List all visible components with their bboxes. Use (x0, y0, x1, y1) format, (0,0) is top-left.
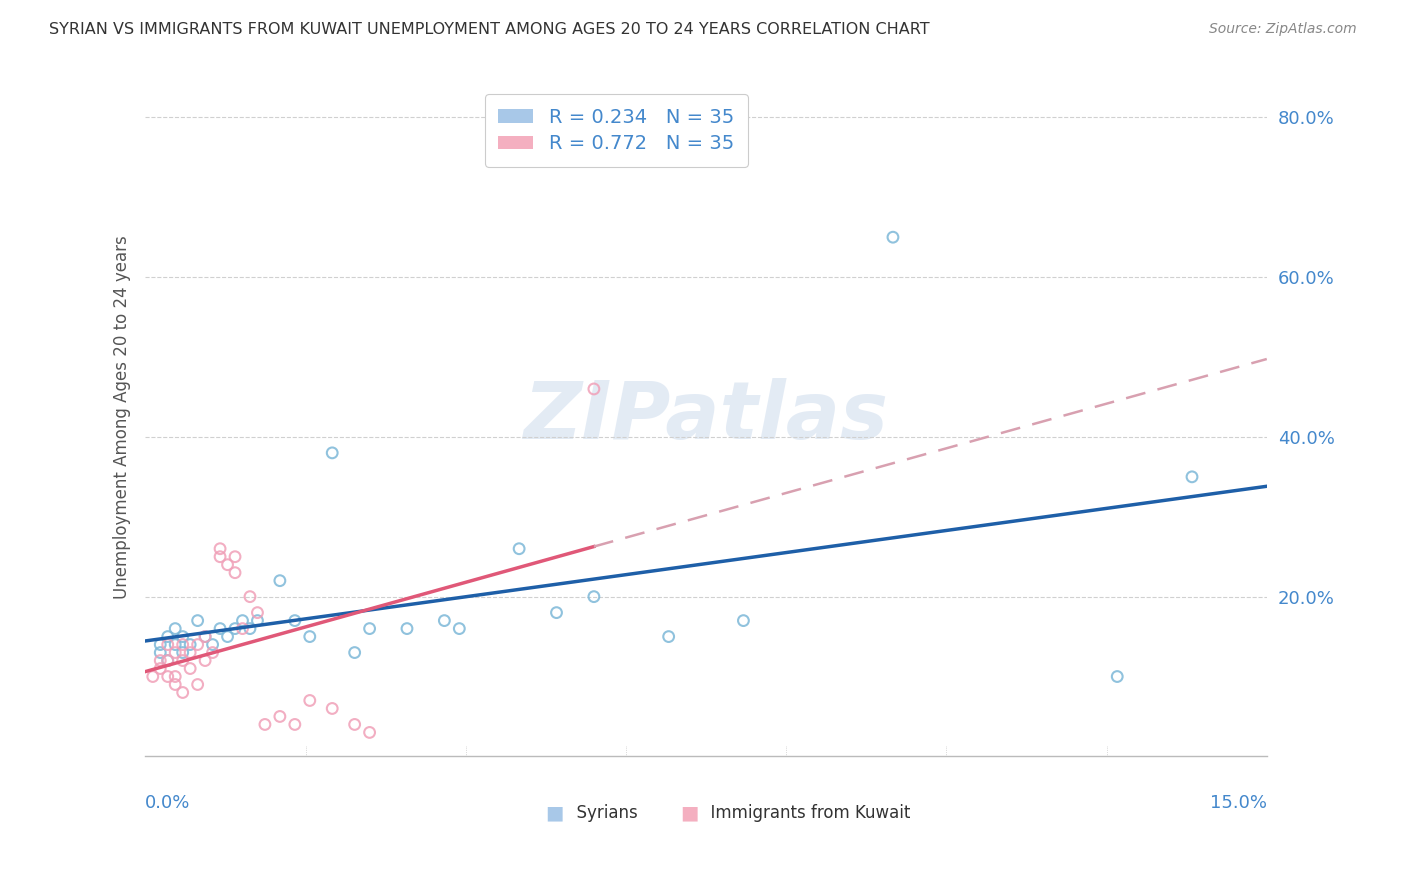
Point (882, 230, 904, 244)
Point (239, 590, 262, 604)
Point (582, 382, 605, 396)
Text: Syrians: Syrians (565, 804, 637, 822)
Text: ■: ■ (546, 804, 564, 823)
Point (343, 646, 366, 660)
Point (321, 701, 343, 715)
Point (217, 558, 239, 572)
Point (156, 654, 179, 668)
Point (142, 669, 165, 683)
Point (231, 622, 253, 636)
Point (149, 654, 172, 668)
Point (733, 614, 755, 628)
Point (172, 685, 194, 699)
Point (253, 717, 276, 731)
Point (449, 622, 471, 636)
Point (179, 638, 201, 652)
Point (433, 614, 456, 628)
Text: ■: ■ (681, 804, 699, 823)
Point (1107, 669, 1129, 683)
Point (149, 661, 172, 675)
Legend: R = 0.234   N = 35, R = 0.772   N = 35: R = 0.234 N = 35, R = 0.772 N = 35 (485, 94, 748, 167)
Point (395, 622, 418, 636)
Point (187, 677, 209, 691)
Point (165, 622, 187, 636)
Point (209, 622, 232, 636)
Point (172, 638, 194, 652)
Point (359, 622, 381, 636)
Point (156, 630, 179, 644)
Point (165, 677, 187, 691)
Point (156, 654, 179, 668)
Point (172, 654, 194, 668)
Point (582, 590, 605, 604)
Point (165, 669, 187, 683)
Point (149, 646, 172, 660)
Y-axis label: Unemployment Among Ages 20 to 24 years: Unemployment Among Ages 20 to 24 years (114, 235, 131, 599)
Point (658, 630, 681, 644)
Point (201, 638, 224, 652)
Point (246, 614, 269, 628)
Point (165, 646, 187, 660)
Point (187, 638, 209, 652)
Text: SYRIAN VS IMMIGRANTS FROM KUWAIT UNEMPLOYMENT AMONG AGES 20 TO 24 YEARS CORRELAT: SYRIAN VS IMMIGRANTS FROM KUWAIT UNEMPLO… (49, 22, 929, 37)
Point (194, 630, 217, 644)
Point (187, 614, 209, 628)
Point (156, 669, 179, 683)
Point (269, 574, 291, 588)
Point (172, 630, 194, 644)
Point (201, 646, 224, 660)
Text: 15.0%: 15.0% (1209, 794, 1267, 812)
Point (224, 622, 246, 636)
Point (239, 622, 262, 636)
Point (298, 630, 321, 644)
Point (172, 646, 194, 660)
Point (231, 614, 253, 628)
Point (179, 661, 201, 675)
Point (343, 717, 366, 731)
Point (284, 614, 307, 628)
Point (246, 606, 269, 620)
Point (194, 630, 217, 644)
Point (1181, 470, 1204, 484)
Point (284, 717, 307, 731)
Text: 0.0%: 0.0% (145, 794, 191, 812)
Point (194, 654, 217, 668)
Point (165, 638, 187, 652)
Point (209, 549, 232, 564)
Point (298, 693, 321, 707)
Point (508, 541, 530, 556)
Point (149, 638, 172, 652)
Point (546, 606, 568, 620)
Text: Immigrants from Kuwait: Immigrants from Kuwait (700, 804, 911, 822)
Point (359, 725, 381, 739)
Point (156, 638, 179, 652)
Point (179, 646, 201, 660)
Point (209, 541, 232, 556)
Point (224, 566, 246, 580)
Text: Source: ZipAtlas.com: Source: ZipAtlas.com (1209, 22, 1357, 37)
Text: ZIPatlas: ZIPatlas (523, 378, 889, 456)
Point (321, 446, 343, 460)
Point (269, 709, 291, 723)
Point (217, 630, 239, 644)
Point (224, 549, 246, 564)
